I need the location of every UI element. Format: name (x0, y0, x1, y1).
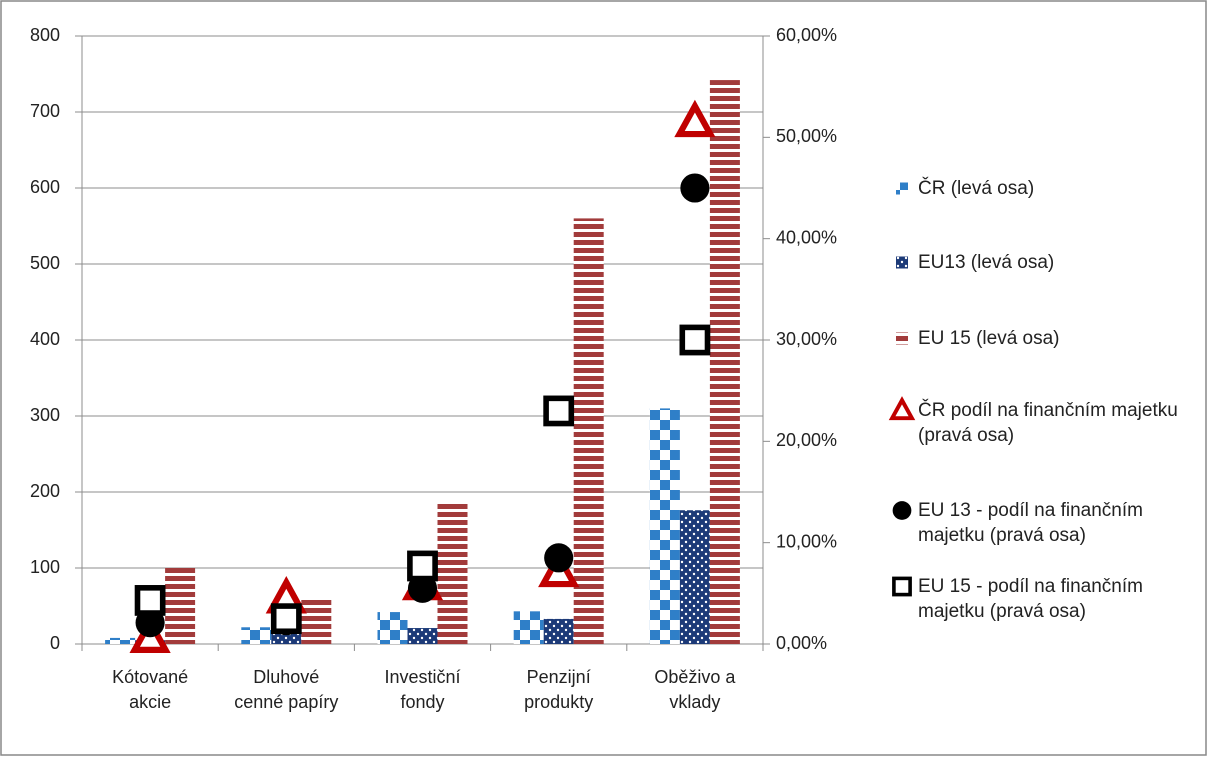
legend-swatch (896, 256, 908, 269)
x-tick-label: Kótované akcie (112, 667, 189, 712)
marker (674, 99, 716, 138)
y-tick-label: 200 (30, 481, 60, 501)
bar (165, 568, 196, 644)
legend-label: EU13 (levá osa) (918, 252, 1055, 273)
y-tick-label: 500 (30, 253, 60, 273)
bar (649, 408, 680, 644)
x-tick-label: Investiční fondy (384, 667, 461, 712)
bar (679, 510, 710, 644)
y2-tick-label: 10,00% (776, 531, 837, 551)
bar (437, 501, 468, 644)
marker (407, 550, 438, 582)
y-tick-label: 0 (50, 633, 60, 653)
y-tick-label: 400 (30, 329, 60, 349)
bar (407, 628, 438, 644)
marker (543, 395, 575, 427)
legend-marker (892, 501, 912, 520)
bar (105, 637, 136, 644)
x-tick-label: Oběživo a vklady (654, 667, 736, 712)
marker (134, 585, 166, 616)
legend-marker (892, 576, 912, 597)
marker (544, 543, 574, 573)
y2-tick-label: 30,00% (776, 329, 837, 349)
marker (680, 173, 710, 203)
bar (377, 612, 408, 644)
x-tick-label: Penzijní produkty (524, 667, 594, 712)
legend-label: EU 15 - podíl na finančním majetku (prav… (918, 576, 1143, 622)
y-tick-label: 300 (30, 405, 60, 425)
legend-label: ČR podíl na finančním majetku (pravá osa… (918, 400, 1178, 446)
legend-label: EU 15 (levá osa) (918, 328, 1060, 349)
bar (543, 618, 574, 644)
marker (270, 603, 302, 635)
y2-tick-label: 0,00% (776, 633, 827, 653)
y2-tick-label: 20,00% (776, 430, 837, 450)
y-tick-label: 700 (30, 101, 60, 121)
marker (679, 324, 711, 356)
bar (513, 611, 544, 644)
bar (241, 627, 272, 644)
bar (573, 218, 604, 644)
y-tick-label: 100 (30, 557, 60, 577)
legend-swatch (896, 332, 908, 345)
bar (709, 80, 740, 644)
y2-tick-label: 50,00% (776, 126, 837, 146)
y2-tick-label: 60,00% (776, 25, 837, 45)
bar (301, 599, 332, 644)
x-tick-label: Dluhové cenné papíry (234, 667, 339, 712)
y-tick-label: 800 (30, 25, 60, 45)
legend-label: EU 13 - podíl na finančním majetku (prav… (918, 500, 1143, 546)
y2-tick-label: 40,00% (776, 227, 837, 247)
legend-swatch (896, 182, 908, 195)
legend-label: ČR (levá osa) (918, 178, 1035, 199)
y-tick-label: 600 (30, 177, 60, 197)
legend-marker (888, 396, 916, 421)
